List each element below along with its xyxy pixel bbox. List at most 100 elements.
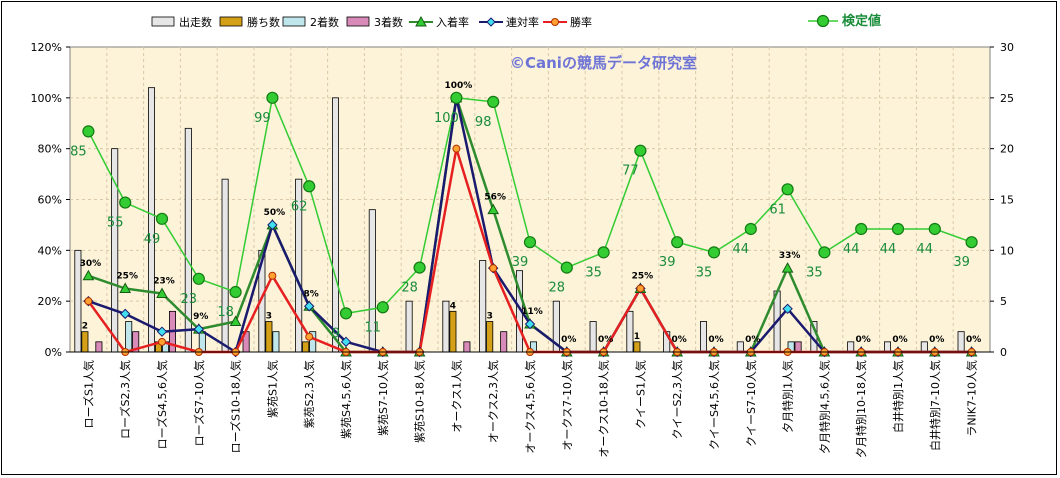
point-kentei (192, 272, 205, 285)
kentei-value-label: 55 (107, 216, 124, 231)
kentei-value-label: 77 (622, 164, 639, 179)
kentei-value-label: 35 (806, 265, 823, 280)
point-kentei (744, 222, 757, 236)
point-kentei (413, 261, 426, 274)
kentei-value-label: 99 (254, 111, 271, 126)
point-kentei (155, 212, 169, 225)
category-label: クイーS1人気 (633, 360, 647, 429)
point-kentei (965, 236, 978, 249)
kentei-value-label: 18 (217, 305, 234, 320)
category-label: オークス10-18人気 (597, 360, 611, 458)
bar-starts (589, 321, 597, 353)
point-rentai-rate (156, 326, 168, 337)
y-right-tick-label: 5 (1000, 295, 1007, 308)
category-label: 夕月特別10-18人気 (854, 360, 868, 458)
point-kentei (376, 301, 389, 314)
legend-label: 2着数 (310, 15, 339, 29)
kentei-value-label: 28 (549, 281, 566, 296)
place-rate-label: 9% (193, 312, 208, 322)
legend-label: 連対率 (506, 15, 539, 29)
category-label: 紫苑S10-18人気 (413, 360, 427, 443)
point-rentai-rate (193, 323, 205, 335)
category-label: オークス2,3人気 (486, 360, 500, 443)
bar-wins (265, 321, 273, 353)
win-count-label: 3 (266, 312, 272, 322)
point-rentai-rate (267, 219, 278, 231)
category-label: オークス7-10人気 (560, 360, 574, 451)
bar-starts (331, 97, 339, 353)
point-kentei (560, 261, 573, 274)
point-rentai-rate (524, 318, 536, 330)
bar-starts (736, 341, 744, 353)
place-rate-label: 0% (929, 335, 944, 345)
kentei-value-label: 35 (696, 265, 713, 280)
point-place-rate (487, 203, 500, 215)
point-kentei (82, 125, 95, 138)
legend-marker (551, 18, 559, 26)
kentei-value-label: 44 (733, 242, 750, 257)
legend-swatch (346, 16, 370, 27)
y-right-tick-label: 15 (1000, 194, 1014, 207)
place-rate-label: 0% (561, 335, 576, 345)
place-rate-label: 0% (856, 335, 871, 345)
win-count-label: 4 (450, 301, 456, 311)
bar-third (463, 341, 471, 353)
category-label: 紫苑S7-10人気 (376, 360, 390, 436)
point-kentei (119, 196, 132, 209)
bar-third (794, 341, 802, 353)
y-left-tick-label: 100% (31, 92, 62, 105)
legend-swatch (151, 16, 175, 27)
point-kentei (303, 180, 316, 193)
point-kentei (781, 183, 794, 196)
category-label: クイーS4,5,6人気 (707, 360, 721, 450)
point-place-rate (229, 315, 242, 326)
kentei-value-label: 44 (917, 242, 934, 257)
category-label: 紫苑S4,5,6人気 (339, 360, 353, 439)
place-rate-label: 0% (966, 335, 981, 345)
point-place-rate (82, 269, 95, 281)
bar-second (272, 331, 280, 353)
place-rate-label: 25% (116, 271, 138, 281)
bar-starts (479, 260, 487, 353)
bar-starts (405, 300, 413, 353)
bar-starts (884, 341, 892, 353)
point-kentei (818, 246, 831, 259)
bar-wins (449, 310, 457, 353)
y-left-tick-label: 0% (45, 346, 62, 359)
point-kentei (339, 307, 353, 320)
bar-second (125, 321, 133, 353)
point-place-rate (781, 262, 794, 273)
point-win-rate (305, 332, 314, 341)
legend-label: 勝ち数 (247, 15, 280, 29)
point-kentei (855, 222, 868, 236)
place-rate-label: 0% (892, 335, 907, 345)
y-right-tick-label: 10 (1000, 244, 1014, 257)
kentei-value-label: 49 (144, 232, 161, 247)
legend-swatch (219, 16, 243, 27)
win-count-label: 2 (82, 322, 88, 332)
y-right-tick-label: 20 (1000, 143, 1014, 156)
place-rate-label: 0% (745, 335, 760, 345)
legend-label: 3着数 (374, 15, 403, 29)
watermark-text: ©Caniの競馬データ研究室 (510, 54, 697, 72)
kentei-value-label: 100 (434, 111, 459, 126)
legend-label-kentei: 検定値 (842, 13, 881, 29)
category-label: ローズS7-10人気 (192, 360, 206, 446)
category-label: 夕月特別1人気 (781, 360, 795, 433)
point-win-rate (268, 271, 277, 280)
point-win-rate (452, 144, 461, 153)
point-kentei (450, 91, 463, 104)
point-kentei (266, 91, 279, 104)
point-win-rate (84, 297, 93, 306)
point-kentei (707, 246, 721, 259)
point-kentei (634, 144, 647, 157)
y-right-tick-label: 30 (1000, 41, 1014, 54)
bar-starts (442, 300, 450, 353)
place-rate-label: 11% (521, 307, 543, 317)
point-rentai-rate (303, 301, 315, 312)
legend-label: 勝率 (570, 15, 592, 29)
legend-marker (486, 17, 496, 27)
point-kentei (487, 95, 500, 109)
category-label: ローズS4,5,6人気 (155, 360, 169, 449)
point-place-rate (156, 287, 168, 299)
